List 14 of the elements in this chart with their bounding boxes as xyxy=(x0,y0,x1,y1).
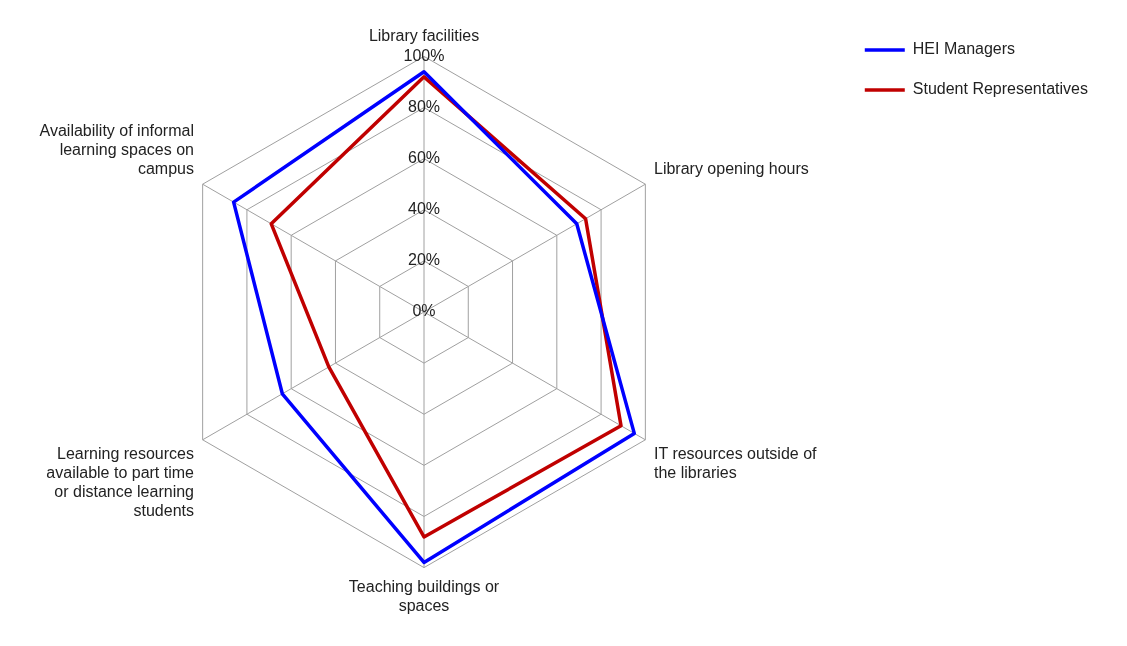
y-tick-label: 20% xyxy=(407,251,441,269)
spoke-label: Library facilities xyxy=(368,27,480,45)
y-tick-label: 80% xyxy=(407,97,441,115)
spoke-label: Library opening hours xyxy=(654,160,809,178)
y-tick-label: 100% xyxy=(403,46,445,64)
y-tick-label: 40% xyxy=(407,200,441,218)
spoke-label: Availability of informal learning spaces on campus xyxy=(39,121,194,178)
legend-label: Student Representatives xyxy=(912,80,1088,98)
spoke-label: IT resources outside of the libraries xyxy=(654,444,818,482)
y-tick-label: 60% xyxy=(407,149,441,167)
spoke-label: Teaching buildings or spaces xyxy=(348,577,500,614)
spoke-label: Learning resources available to part time or distance learning students xyxy=(46,444,195,520)
legend-label: HEI Managers xyxy=(912,40,1016,58)
y-tick-label: 0% xyxy=(412,302,436,320)
